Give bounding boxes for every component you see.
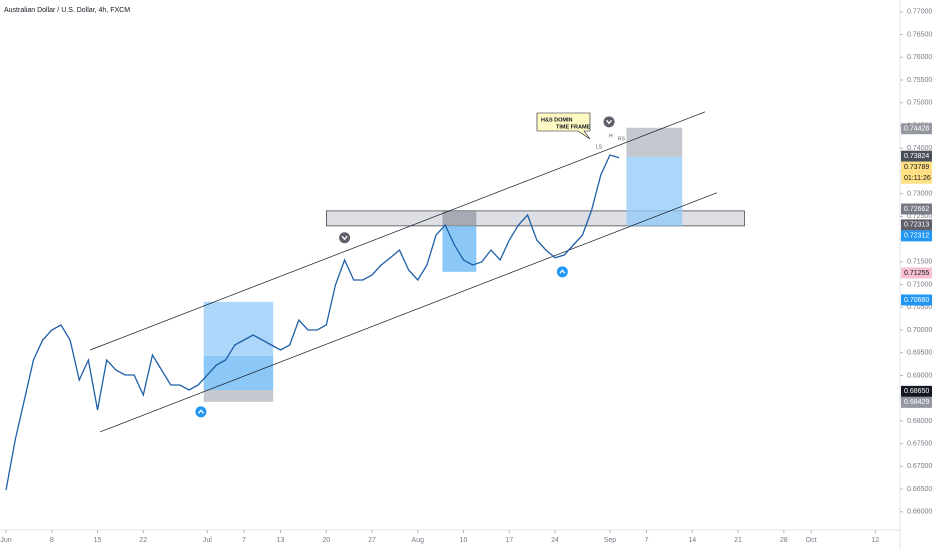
pattern-label: LS (596, 144, 603, 150)
price-line (5, 154, 620, 491)
price-label-bg (901, 219, 932, 231)
y-tick-label: 0.76000 (907, 54, 932, 61)
x-tick-label: 7 (242, 537, 246, 544)
trendline (100, 192, 718, 433)
zone (203, 390, 274, 402)
y-tick-label: 0.71500 (907, 259, 932, 266)
y-tick-label: 0.73000 (907, 190, 932, 197)
price-label-bg (901, 267, 932, 279)
price-label-bg (901, 123, 932, 135)
x-tick-label: 13 (277, 537, 285, 544)
marker-arrow (606, 119, 613, 125)
axes: 0.660000.665000.670000.675000.680000.685… (0, 9, 932, 544)
price-label: 0.72312 (904, 233, 929, 240)
zone (626, 156, 683, 226)
price-label-bg (901, 294, 932, 306)
y-tick-label: 0.66500 (907, 486, 932, 493)
x-tick-label: Jun (0, 537, 11, 544)
price-label-bg (901, 385, 932, 397)
x-tick-label: Aug (412, 537, 425, 544)
x-tick-label: 14 (688, 537, 696, 544)
x-tick-label: 21 (734, 537, 742, 544)
signal-marker (339, 232, 351, 244)
y-tick-label: 0.75000 (907, 100, 932, 107)
price-label-bg (901, 150, 932, 162)
price-label: 0.73824 (904, 153, 929, 160)
marker-arrow (559, 269, 566, 274)
price-label-bg (901, 396, 932, 408)
zone (442, 210, 477, 226)
pattern-label: RS (618, 136, 626, 142)
x-tick-label: 7 (645, 537, 649, 544)
callout-box (536, 112, 591, 140)
y-tick-label: 0.70500 (907, 304, 932, 311)
signal-marker (556, 266, 568, 278)
zone (626, 127, 683, 157)
zones (203, 127, 745, 402)
y-tick-label: 0.67000 (907, 463, 932, 470)
x-tick-label: 8 (50, 537, 54, 544)
countdown-bg (901, 172, 932, 184)
y-tick-label: 0.76500 (907, 31, 932, 38)
y-tick-label: 0.69000 (907, 372, 932, 379)
zone (203, 301, 274, 356)
price-label: 0.68650 (904, 388, 929, 395)
countdown: 01:11:26 (904, 175, 931, 182)
price-label: 0.72313 (904, 222, 929, 229)
y-tick-label: 0.75500 (907, 77, 932, 84)
signal-marker (195, 406, 207, 418)
y-tick-label: 0.66000 (907, 509, 932, 516)
y-tick-label: 0.77000 (907, 9, 932, 16)
drawings (90, 111, 718, 433)
y-tick-label: 0.70000 (907, 327, 932, 334)
x-tick-label: 17 (505, 537, 513, 544)
y-tick-label: 0.68000 (907, 418, 932, 425)
x-tick-label: 27 (368, 537, 376, 544)
x-tick-label: Sep (604, 537, 617, 544)
y-tick-label: 0.67500 (907, 440, 932, 447)
x-tick-label: Jul (203, 537, 212, 544)
price-label: 0.68429 (904, 399, 929, 406)
price-series (5, 154, 620, 491)
price-label: 0.74428 (904, 126, 929, 133)
y-tick-label: 0.72500 (907, 213, 932, 220)
x-tick-label: Oct (806, 537, 817, 544)
x-tick-label: 22 (139, 537, 147, 544)
price-label-bg (901, 203, 932, 215)
price-label: 0.70660 (904, 297, 929, 304)
x-tick-label: 20 (322, 537, 330, 544)
price-label-bg (901, 161, 932, 173)
y-tick-label: 0.71000 (907, 281, 932, 288)
y-tick-label: 0.69500 (907, 350, 932, 357)
price-label-bg (901, 230, 932, 242)
x-tick-label: 15 (94, 537, 102, 544)
trendline (90, 111, 706, 351)
marker-arrow (197, 409, 204, 414)
x-tick-label: 12 (871, 537, 879, 544)
price-label: 0.72662 (904, 206, 929, 213)
zone (203, 355, 274, 390)
x-tick-label: 24 (551, 537, 559, 544)
callout-text: TIME FRAME (556, 124, 591, 130)
annotations: H&S DOMIN TIME FRAME LS H RS (195, 112, 626, 418)
callout-text: H&S DOMIN (541, 117, 573, 123)
signal-marker (603, 116, 615, 128)
x-tick-label: 10 (460, 537, 468, 544)
y-tick-label: 0.74000 (907, 145, 932, 152)
pattern-label: H (609, 133, 613, 139)
price-label: 0.71255 (904, 270, 929, 277)
price-label: 0.73789 (904, 164, 929, 171)
marker-arrow (341, 235, 348, 241)
x-tick-label: 28 (780, 537, 788, 544)
chart-title: Australian Dollar / U.S. Dollar, 4h, FXC… (4, 7, 130, 14)
